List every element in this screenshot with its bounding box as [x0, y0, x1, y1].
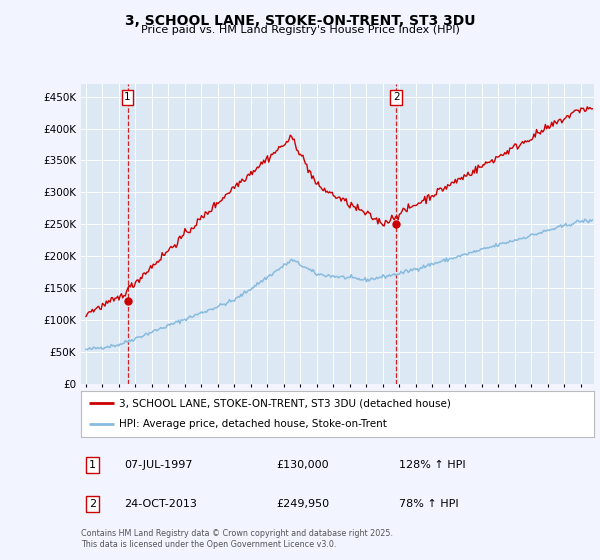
- Text: £249,950: £249,950: [276, 499, 329, 509]
- Text: 78% ↑ HPI: 78% ↑ HPI: [399, 499, 458, 509]
- Text: 3, SCHOOL LANE, STOKE-ON-TRENT, ST3 3DU: 3, SCHOOL LANE, STOKE-ON-TRENT, ST3 3DU: [125, 14, 475, 28]
- Text: Price paid vs. HM Land Registry's House Price Index (HPI): Price paid vs. HM Land Registry's House …: [140, 25, 460, 35]
- Text: 1: 1: [89, 460, 96, 470]
- Text: 3, SCHOOL LANE, STOKE-ON-TRENT, ST3 3DU (detached house): 3, SCHOOL LANE, STOKE-ON-TRENT, ST3 3DU …: [119, 398, 451, 408]
- Text: Contains HM Land Registry data © Crown copyright and database right 2025.: Contains HM Land Registry data © Crown c…: [81, 529, 393, 538]
- Text: HPI: Average price, detached house, Stoke-on-Trent: HPI: Average price, detached house, Stok…: [119, 419, 388, 430]
- Text: £130,000: £130,000: [276, 460, 329, 470]
- Text: 2: 2: [89, 499, 96, 509]
- Text: 128% ↑ HPI: 128% ↑ HPI: [399, 460, 466, 470]
- Text: 07-JUL-1997: 07-JUL-1997: [125, 460, 193, 470]
- Text: 24-OCT-2013: 24-OCT-2013: [125, 499, 197, 509]
- Text: 1: 1: [124, 92, 131, 102]
- Text: 2: 2: [393, 92, 400, 102]
- Text: This data is licensed under the Open Government Licence v3.0.: This data is licensed under the Open Gov…: [81, 540, 337, 549]
